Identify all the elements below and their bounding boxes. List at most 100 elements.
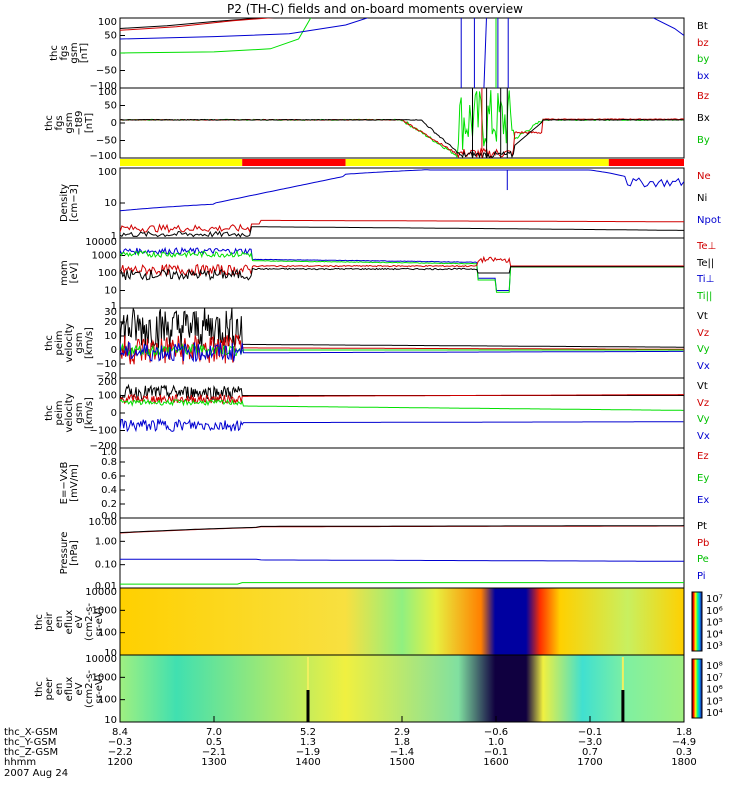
y-tick-label: −20 [96, 371, 117, 382]
y-tick-label: 100 [98, 87, 117, 98]
y-tick-label: 10 [104, 715, 117, 726]
ephem-value: −2.2 [107, 747, 133, 758]
y-tick-label: 0.6 [101, 471, 117, 482]
y-tick-label: 10.00 [88, 517, 117, 528]
series-Bz [120, 118, 684, 158]
series-Ti-perp [120, 246, 684, 291]
panel-frame-temp [119, 237, 685, 309]
y-tick-label: 100 [98, 268, 117, 279]
series-by [120, 18, 312, 54]
ephem-value: −1.9 [295, 747, 321, 758]
panel-frame-fgs_t89 [119, 87, 685, 159]
y-tick-label: 0 [111, 118, 117, 129]
ylabel-efield: E=−VxB [mV/m] [59, 461, 80, 505]
y-tick-label: 200 [98, 377, 117, 388]
legend-Ni: Ni [697, 193, 708, 205]
colorbar-label: 10³ [706, 641, 723, 652]
ephem-value: −0.3 [107, 737, 133, 748]
y-tick-label: 20 [104, 317, 117, 328]
ylabel-velocity_i: thc peim velocity gsm [km/s] [44, 393, 95, 433]
spectrogram-line [621, 657, 624, 690]
ylabel-temp: mom [eV] [59, 260, 80, 286]
ephem-value: 2.9 [394, 727, 410, 738]
ephem-value: 1.8 [676, 727, 692, 738]
series-Vt [120, 308, 684, 349]
y-tick-label: 100 [98, 167, 117, 178]
legend-Ex: Ex [697, 495, 710, 507]
legend-Vx: Vx [697, 360, 710, 372]
series-Bx [120, 118, 684, 158]
spectrogram-line [307, 657, 309, 690]
legend-Vx: Vx [697, 430, 710, 442]
legend-Ne: Ne [697, 171, 711, 182]
y-tick-label: 100 [98, 391, 117, 402]
colorbar-label: 10⁷ [706, 594, 723, 605]
series-bz [120, 18, 275, 31]
series-Vx [120, 341, 684, 363]
series-Pe [120, 582, 684, 585]
ephem-value: 1.3 [300, 737, 316, 748]
y-tick-label: 1000 [92, 605, 117, 616]
legend-Ez: Ez [697, 451, 709, 462]
colorbar-peir [691, 591, 703, 652]
legend-by: by [697, 54, 710, 66]
y-tick-label: 0.01 [95, 581, 117, 592]
series-Npot [120, 169, 684, 212]
ephem-value: 0.3 [676, 747, 692, 758]
y-tick-label: 100 [98, 17, 117, 28]
colorbar-label: 10⁵ [706, 696, 723, 707]
y-tick-label: 0.10 [95, 560, 117, 571]
colorbar-label: 10⁸ [706, 661, 723, 672]
series-Te-par [120, 266, 684, 281]
y-tick-label: 100 [98, 628, 117, 639]
series-By [120, 90, 684, 158]
ephem-value: 1500 [389, 757, 415, 768]
y-tick-label: 50 [104, 101, 117, 112]
legend-By: By [697, 135, 710, 147]
ephem-value: 1300 [201, 757, 227, 768]
flag-bar-segment [242, 159, 346, 166]
y-tick-label: 10000 [85, 587, 117, 598]
series-Ne [120, 219, 684, 234]
ephem-label-thc_X-GSM: thc_X-GSM [4, 727, 58, 738]
legend-Ti⊥: Ti⊥ [697, 274, 715, 286]
series-Ni [120, 226, 684, 238]
flag-bar-segment [120, 159, 243, 166]
series-bx [120, 18, 369, 40]
spectrogram-gap-bar [306, 690, 310, 722]
ephem-label-hhmm: hhmm [4, 757, 37, 768]
spectrogram-gap-bar [621, 690, 625, 722]
y-tick-label: 10 [104, 286, 117, 297]
legend-Vt: Vt [697, 311, 708, 322]
y-tick-label: 10 [104, 331, 117, 342]
ephem-value: −1.4 [389, 747, 415, 758]
legend-Vy: Vy [697, 414, 710, 426]
y-tick-label: −50 [96, 136, 117, 147]
legend-bx: bx [697, 70, 710, 82]
ylabel-velocity_e: thc peim velocity gsm [km/s] [44, 323, 95, 363]
series-Bt [120, 18, 266, 29]
y-tick-label: 0.0 [101, 511, 117, 522]
ephem-value: 0.7 [582, 747, 598, 758]
y-tick-label: 10000 [85, 237, 117, 248]
series-bx-spike [483, 18, 487, 88]
series-Pt [120, 525, 684, 534]
y-tick-label: −100 [90, 426, 117, 437]
ylabel-fgs: thc fgs gsm [nT] [49, 42, 90, 64]
series-bx-tail [652, 18, 684, 36]
series-Pi [120, 558, 684, 562]
legend-Bx: Bx [697, 113, 710, 125]
colorbar-label: 10⁷ [706, 673, 723, 684]
ephem-value: −3.0 [577, 737, 603, 748]
y-tick-label: 0 [111, 48, 117, 59]
y-tick-label: 1000 [92, 672, 117, 683]
y-tick-label: 50 [104, 31, 117, 42]
legend-Ey: Ey [697, 473, 710, 485]
legend-Ti||: Ti|| [697, 290, 713, 302]
ephem-value: −0.1 [483, 747, 509, 758]
ephem-value: 1.0 [488, 737, 504, 748]
legend-Bt: Bt [697, 21, 708, 32]
ephem-value: −2.1 [201, 747, 227, 758]
